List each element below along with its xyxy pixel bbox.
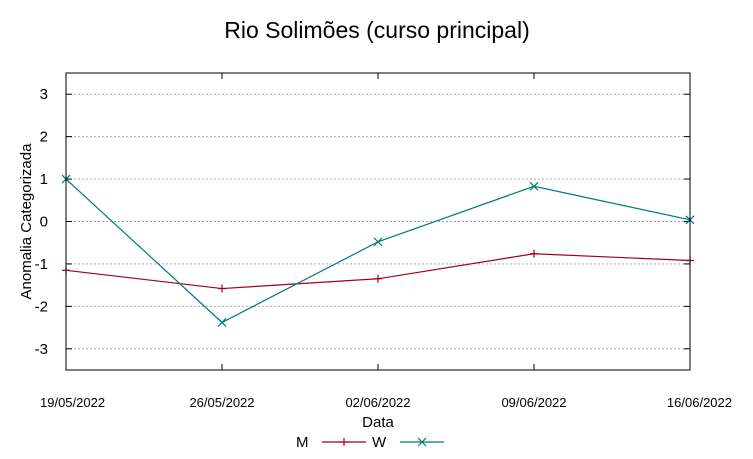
data-point-M bbox=[374, 274, 382, 283]
data-point-M bbox=[530, 249, 538, 258]
series-layer bbox=[61, 174, 695, 327]
x-axis: 19/05/2022 26/05/2022 02/06/2022 09/06/2022… bbox=[40, 73, 732, 410]
legend-item-M: M bbox=[296, 434, 366, 451]
y-tick-label: 0 bbox=[40, 214, 48, 231]
y-tick-label: -3 bbox=[35, 341, 48, 358]
x-tick-label: 26/05/2022 bbox=[189, 395, 254, 410]
grid bbox=[66, 93, 690, 350]
data-point-W bbox=[373, 237, 383, 247]
legend-label: M bbox=[296, 434, 309, 451]
x-tick-label: 02/06/2022 bbox=[345, 395, 410, 410]
y-tick-label: 3 bbox=[40, 86, 48, 103]
y-axis: -3 -2 -1 0 1 2 3 bbox=[35, 86, 690, 358]
legend-marker bbox=[340, 438, 348, 446]
legend-marker bbox=[417, 437, 427, 447]
x-tick-label: 09/06/2022 bbox=[501, 395, 566, 410]
x-axis-label: Data bbox=[362, 414, 394, 431]
y-tick-label: -2 bbox=[35, 298, 48, 315]
chart-title: Rio Solimões (curso principal) bbox=[224, 17, 530, 43]
y-tick-label: 2 bbox=[40, 129, 48, 146]
y-axis-label: Anomalia Categorizada bbox=[18, 143, 35, 300]
x-tick-label: 16/06/2022 bbox=[667, 395, 732, 410]
data-point-M bbox=[218, 284, 226, 293]
legend-label: W bbox=[372, 434, 387, 451]
series-line-M bbox=[65, 253, 691, 290]
series-line-W bbox=[65, 178, 691, 324]
data-point-W bbox=[529, 181, 539, 191]
y-tick-label: -1 bbox=[35, 256, 48, 273]
plot-frame bbox=[65, 72, 691, 371]
x-tick-label: 19/05/2022 bbox=[40, 395, 105, 410]
data-point-W bbox=[217, 318, 227, 327]
legend-item-W: W bbox=[372, 434, 444, 451]
y-tick-label: 1 bbox=[40, 171, 48, 188]
